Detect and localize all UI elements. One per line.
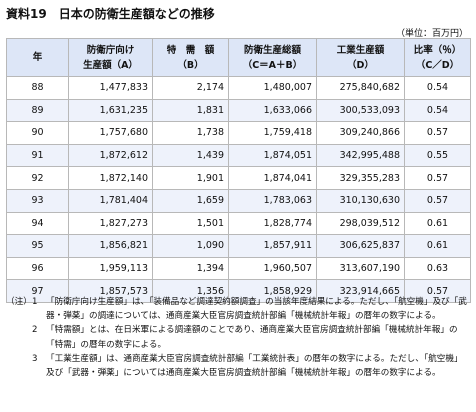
note-number: 1	[32, 297, 38, 307]
cell-ratio: 0.63	[404, 256, 471, 281]
header-special-procurement: 特 需 額（B）	[152, 38, 229, 77]
cell-defense-agency-production: 1,856,821	[68, 234, 153, 258]
cell-total-defense-production: 1,480,007	[228, 76, 317, 100]
table-row: 88 1,477,833 2,174 1,480,007 275,840,682 0.54	[6, 76, 471, 100]
header-defense-agency-production: 防衛庁向け 生産額（A）	[68, 38, 153, 77]
cell-defense-agency-production: 1,959,113	[68, 256, 153, 281]
cell-ratio: 0.61	[404, 211, 471, 236]
notes-section: （注） 1 「防衛庁向け生産額」は、「装備品など調達契約額調査」の当該年度結果に…	[6, 295, 470, 380]
cell-defense-agency-production: 1,631,235	[68, 98, 153, 123]
cell-year: 89	[6, 98, 69, 123]
cell-industrial-production: 298,039,512	[316, 211, 405, 236]
cell-defense-agency-production: 1,872,612	[68, 143, 153, 168]
note-text: 「特需額」とは、在日米軍による調達額のことであり、通商産業大臣官房調査統計部編「…	[46, 325, 458, 350]
cell-industrial-production: 300,533,093	[316, 98, 405, 123]
cell-ratio: 0.57	[404, 121, 471, 145]
cell-special-procurement: 2,174	[152, 76, 229, 100]
cell-special-procurement: 1,738	[152, 121, 229, 145]
cell-year: 94	[6, 211, 69, 236]
note-text: 「防衛庁向け生産額」は、「装備品など調達契約額調査」の当該年度結果による。ただし…	[46, 297, 467, 322]
table-row: 89 1,631,235 1,831 1,633,066 300,533,093 0.54	[6, 98, 471, 123]
table-row: 97 1,857,573 1,356 1,858,929 323,914,665 0.57	[6, 279, 471, 303]
note-number: 2	[32, 325, 38, 336]
note-number: 3	[32, 353, 38, 364]
header-row: 年 防衛庁向け 生産額（A） 特 需 額（B） 防衛生産総額 （C＝A＋B） 工業生…	[6, 38, 471, 77]
cell-special-procurement: 1,501	[152, 211, 229, 236]
unit-label: （単位：百万円）	[395, 29, 468, 39]
cell-total-defense-production: 1,783,063	[228, 188, 317, 213]
note-1: （注） 1 「防衛庁向け生産額」は、「装備品など調達契約額調査」の当該年度結果に…	[6, 295, 470, 323]
cell-total-defense-production: 1,960,507	[228, 256, 317, 281]
cell-total-defense-production: 1,759,418	[228, 121, 317, 145]
table-row: 93 1,781,404 1,659 1,783,063 310,130,630 0.57	[6, 188, 471, 213]
cell-ratio: 0.54	[404, 76, 471, 100]
cell-year: 88	[6, 76, 69, 100]
cell-ratio: 0.54	[404, 98, 471, 123]
cell-year: 96	[6, 256, 69, 281]
cell-special-procurement: 1,831	[152, 98, 229, 123]
cell-defense-agency-production: 1,857,573	[68, 279, 153, 303]
header-year: 年	[6, 38, 69, 77]
cell-total-defense-production: 1,828,774	[228, 211, 317, 236]
cell-year: 93	[6, 188, 69, 213]
table-row: 96 1,959,113 1,394 1,960,507 313,607,190 0.63	[6, 256, 471, 281]
cell-ratio: 0.57	[404, 166, 471, 190]
cell-industrial-production: 313,607,190	[316, 256, 405, 281]
table-row: 92 1,872,140 1,901 1,874,041 329,355,283 0.57	[6, 166, 471, 190]
page-title: 資料19 日本の防衛生産額などの推移	[6, 7, 215, 21]
cell-industrial-production: 323,914,665	[316, 279, 405, 303]
note-text: 「工業生産額」は、通商産業大臣官房調査統計部編「工業統計表」の暦年の数字による。…	[46, 353, 463, 379]
table-row: 90 1,757,680 1,738 1,759,418 309,240,866 0.57	[6, 121, 471, 145]
cell-defense-agency-production: 1,827,273	[68, 211, 153, 236]
cell-ratio: 0.57	[404, 188, 471, 213]
notes-label: （注）	[6, 297, 32, 307]
table-body: 88 1,477,833 2,174 1,480,007 275,840,682 0.54…	[6, 76, 471, 303]
header-ratio: 比率（％） （C／D）	[404, 38, 471, 77]
cell-total-defense-production: 1,633,066	[228, 98, 317, 123]
cell-industrial-production: 342,995,488	[316, 143, 405, 168]
cell-total-defense-production: 1,874,041	[228, 166, 317, 190]
cell-defense-agency-production: 1,781,404	[68, 188, 153, 213]
cell-year: 97	[6, 279, 69, 303]
cell-year: 92	[6, 166, 69, 190]
header-total-defense-production: 防衛生産総額 （C＝A＋B）	[228, 38, 317, 77]
cell-ratio: 0.55	[404, 143, 471, 168]
cell-special-procurement: 1,901	[152, 166, 229, 190]
cell-year: 91	[6, 143, 69, 168]
cell-industrial-production: 329,355,283	[316, 166, 405, 190]
table-row: 91 1,872,612 1,439 1,874,051 342,995,488 0.55	[6, 143, 471, 168]
cell-industrial-production: 309,240,866	[316, 121, 405, 145]
cell-special-procurement: 1,439	[152, 143, 229, 168]
data-table: 年 防衛庁向け 生産額（A） 特 需 額（B） 防衛生産総額 （C＝A＋B） 工業生…	[6, 38, 471, 303]
table-row: 94 1,827,273 1,501 1,828,774 298,039,512 0.61	[6, 211, 471, 236]
table-row: 95 1,856,821 1,090 1,857,911 306,625,837 0.61	[6, 234, 471, 258]
cell-ratio: 0.61	[404, 234, 471, 258]
cell-special-procurement: 1,090	[152, 234, 229, 258]
cell-total-defense-production: 1,874,051	[228, 143, 317, 168]
cell-year: 90	[6, 121, 69, 145]
cell-industrial-production: 275,840,682	[316, 76, 405, 100]
cell-special-procurement: 1,394	[152, 256, 229, 281]
table-header: 年 防衛庁向け 生産額（A） 特 需 額（B） 防衛生産総額 （C＝A＋B） 工業生…	[6, 38, 471, 77]
header-industrial-production: 工業生産額 （D）	[316, 38, 405, 77]
cell-total-defense-production: 1,857,911	[228, 234, 317, 258]
cell-ratio: 0.57	[404, 279, 471, 303]
cell-defense-agency-production: 1,872,140	[68, 166, 153, 190]
cell-defense-agency-production: 1,757,680	[68, 121, 153, 145]
note-2: 2 「特需額」とは、在日米軍による調達額のことであり、通商産業大臣官房調査統計部…	[6, 323, 470, 351]
cell-defense-agency-production: 1,477,833	[68, 76, 153, 100]
cell-special-procurement: 1,659	[152, 188, 229, 213]
cell-industrial-production: 306,625,837	[316, 234, 405, 258]
cell-industrial-production: 310,130,630	[316, 188, 405, 213]
note-3: 3 「工業生産額」は、通商産業大臣官房調査統計部編「工業統計表」の暦年の数字によ…	[6, 352, 470, 380]
cell-year: 95	[6, 234, 69, 258]
